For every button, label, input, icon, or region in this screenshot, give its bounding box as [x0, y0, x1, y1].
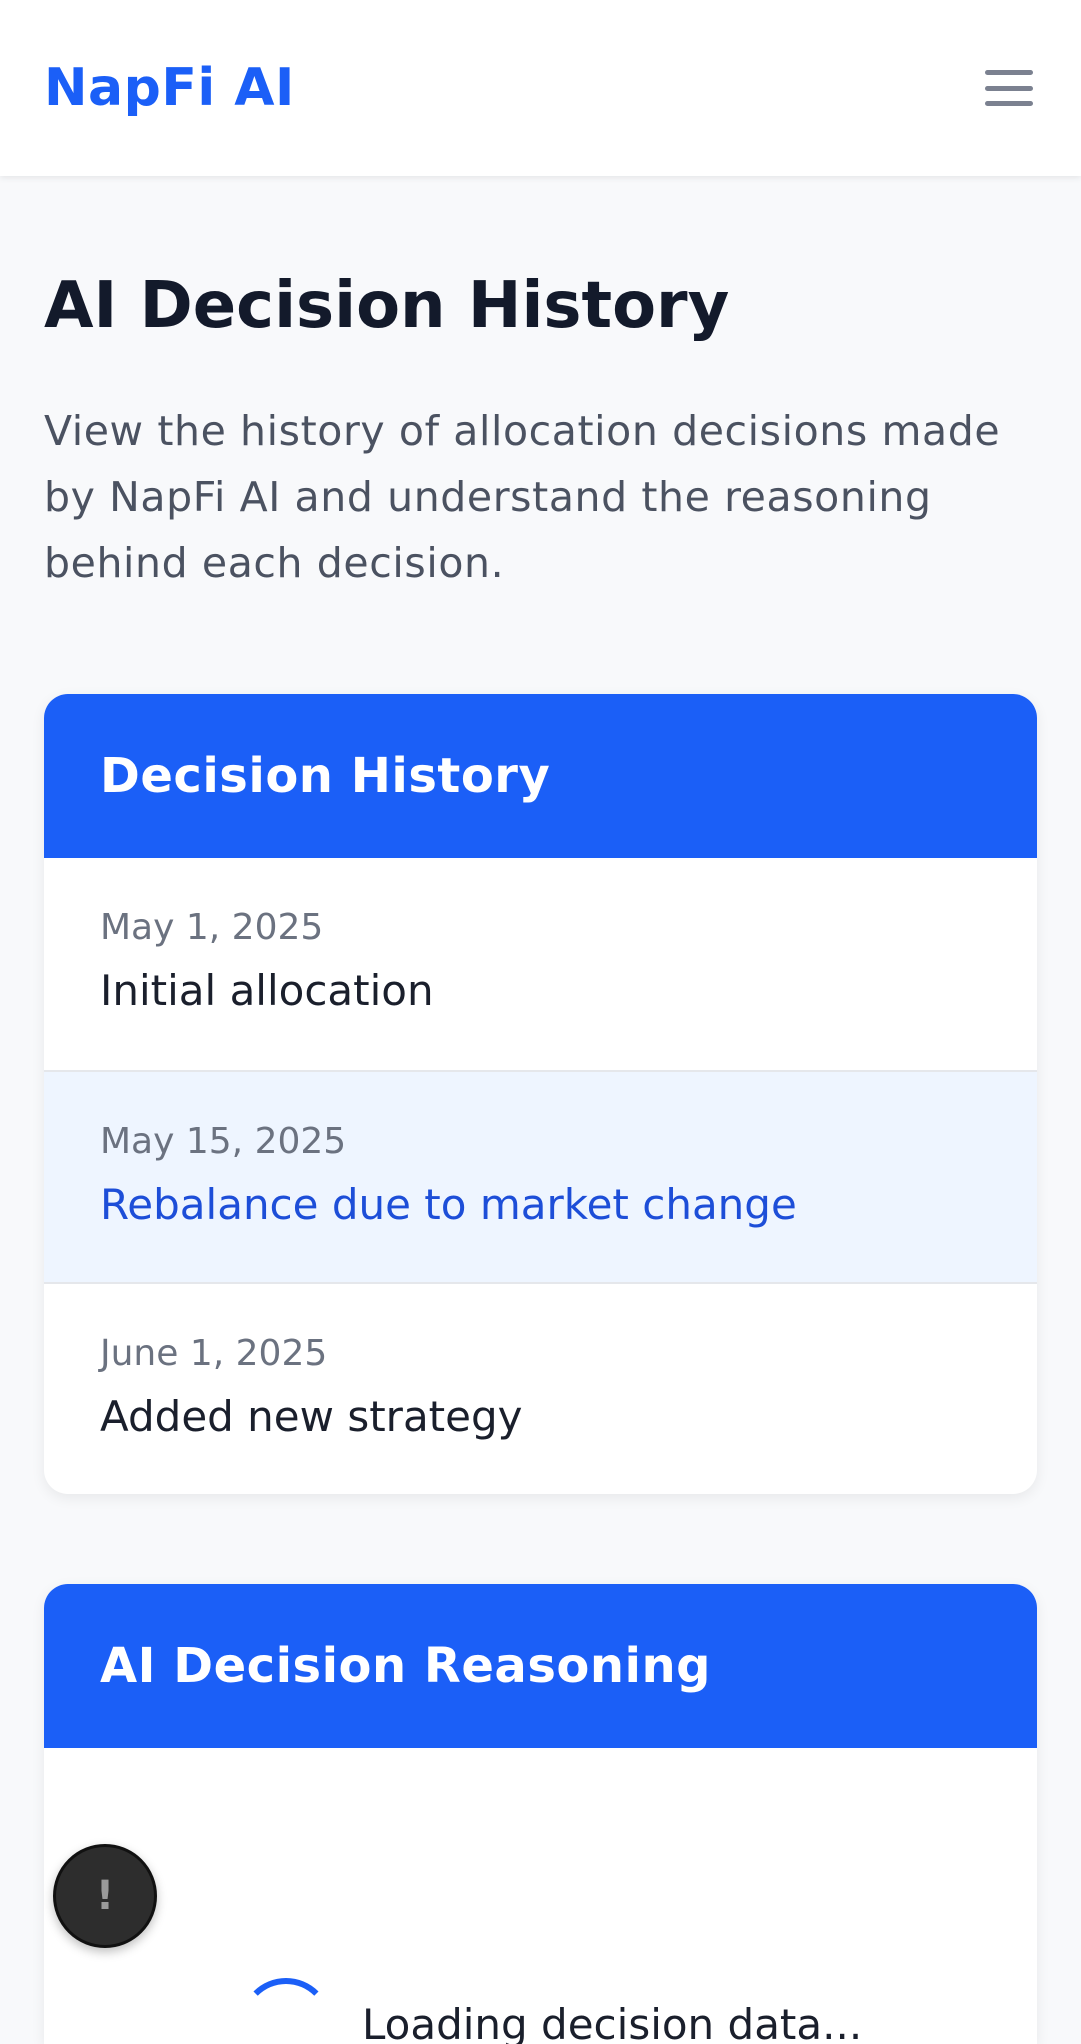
decision-history-card: Decision History May 1, 2025 Initial all… [44, 694, 1037, 1494]
decision-title: Rebalance due to market change [100, 1180, 981, 1230]
decision-reasoning-card: AI Decision Reasoning Loading decision d… [44, 1584, 1037, 2044]
decision-title: Initial allocation [100, 966, 981, 1016]
menu-bar [985, 70, 1033, 75]
decision-history-header: Decision History [44, 694, 1037, 858]
help-button[interactable]: ! [53, 1844, 157, 1948]
menu-bar [985, 86, 1033, 91]
exclamation-icon: ! [96, 1873, 114, 1919]
brand-logo[interactable]: NapFi AI [44, 58, 295, 118]
decision-date: June 1, 2025 [100, 1332, 981, 1376]
decision-date: May 15, 2025 [100, 1120, 981, 1164]
decision-entry[interactable]: June 1, 2025 Added new strategy [44, 1282, 1037, 1494]
hamburger-menu-icon[interactable] [981, 64, 1037, 112]
loading-indicator: Loading decision data... [240, 1978, 862, 2044]
decision-history-list: May 1, 2025 Initial allocation May 15, 2… [44, 858, 1037, 1494]
decision-date: May 1, 2025 [100, 906, 981, 950]
decision-reasoning-body: Loading decision data... [44, 1748, 1037, 2044]
decision-title: Added new strategy [100, 1392, 981, 1442]
loading-text: Loading decision data... [362, 2000, 862, 2044]
decision-reasoning-header: AI Decision Reasoning [44, 1584, 1037, 1748]
main-content: AI Decision History View the history of … [44, 176, 1037, 2044]
page-title: AI Decision History [44, 268, 1037, 344]
loading-spinner-icon [240, 1978, 332, 2044]
menu-bar [985, 101, 1033, 106]
decision-entry-selected[interactable]: May 15, 2025 Rebalance due to market cha… [44, 1070, 1037, 1282]
top-navbar: NapFi AI [0, 0, 1081, 176]
page-description: View the history of allocation decisions… [44, 398, 1037, 596]
decision-entry[interactable]: May 1, 2025 Initial allocation [44, 858, 1037, 1070]
